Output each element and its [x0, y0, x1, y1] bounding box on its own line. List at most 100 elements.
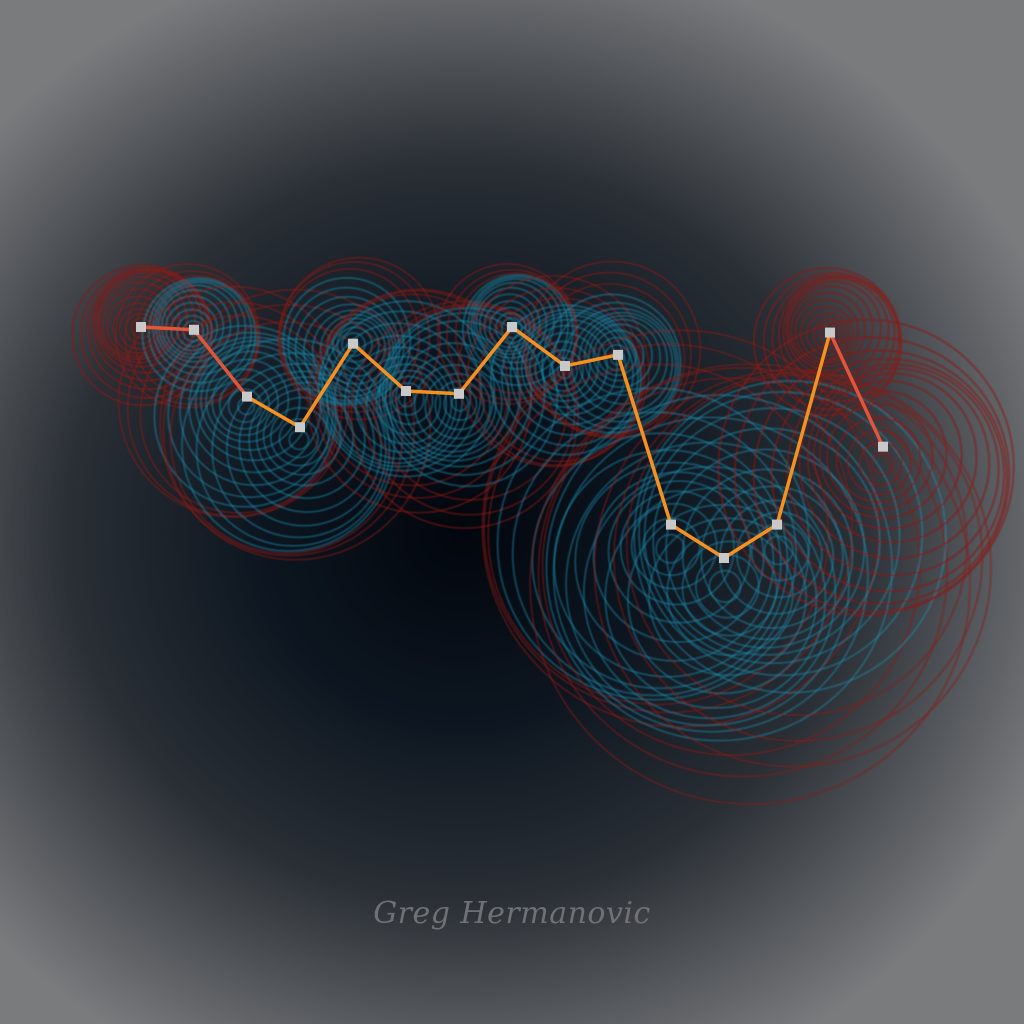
ripple-ring: [461, 274, 574, 387]
ripple-ring: [655, 533, 686, 564]
ripple-ring: [384, 319, 533, 468]
ripple-ring: [612, 371, 984, 742]
data-point-marker: [878, 441, 888, 452]
ripple-ring: [597, 336, 638, 377]
marker-layer: [136, 322, 888, 563]
series-line-segment: [192, 328, 249, 399]
ripple-ring: [511, 411, 798, 697]
ripple-ring: [681, 468, 854, 641]
ripple-ring: [541, 376, 921, 757]
ripple-ring: [806, 372, 978, 544]
data-point-marker: [507, 322, 517, 332]
ripple-ring: [509, 311, 635, 437]
ripple-ring: [643, 407, 901, 665]
data-point-marker: [666, 519, 676, 530]
ripple-group: [752, 267, 903, 417]
ripple-ring: [529, 363, 972, 806]
ripple-ring: [114, 263, 261, 409]
data-point-marker: [825, 327, 835, 338]
data-point-marker: [242, 391, 252, 402]
ripple-ring: [846, 429, 912, 496]
ripple-ring: [238, 376, 376, 514]
data-point-marker: [136, 322, 146, 332]
data-point-marker: [401, 386, 411, 397]
ripple-ring: [835, 416, 922, 504]
data-point-marker: [348, 338, 358, 349]
ripple-ring: [500, 308, 639, 447]
data-point-marker: [560, 360, 570, 371]
ripple-ring: [294, 295, 401, 402]
ripple-ring: [537, 366, 949, 778]
ripple-ring: [638, 391, 924, 677]
ripple-ring: [552, 416, 869, 733]
ripple-ring: [763, 535, 794, 566]
ripple-ring: [787, 285, 874, 372]
ripple-ring: [790, 291, 866, 368]
ripple-ring: [799, 305, 855, 361]
series-line-segment: [457, 325, 514, 396]
ripple-ring: [454, 272, 577, 395]
ripple-ring: [798, 367, 991, 560]
series-line-segment: [828, 330, 885, 449]
series-line-segment: [563, 353, 620, 368]
series-line-segment: [139, 325, 196, 332]
ripple-ring: [619, 490, 736, 606]
ripple-ring: [343, 346, 458, 460]
ripple-group: [523, 260, 702, 439]
ripple-ring: [478, 293, 541, 356]
ripple-ring: [175, 314, 209, 348]
data-point-marker: [613, 349, 623, 360]
ripple-ring: [475, 286, 548, 359]
ripple-ring: [870, 451, 895, 475]
ripple-rings: [71, 256, 1015, 806]
ripple-ring: [574, 461, 775, 662]
series-line-segment: [510, 325, 567, 368]
ripple-group: [717, 318, 1015, 617]
ripple-ring: [665, 448, 866, 649]
artist-signature: Greg Hermanovic: [373, 896, 651, 931]
data-point-marker: [772, 519, 782, 530]
series-line-segment: [669, 522, 726, 560]
ripple-ring: [520, 318, 618, 416]
ripple-ring: [812, 318, 846, 352]
ripple-ring: [805, 312, 850, 357]
ripple-ring: [752, 267, 903, 417]
ripple-ring: [225, 370, 383, 527]
data-point-marker: [454, 388, 464, 399]
ripple-ring: [483, 343, 854, 714]
data-point-marker: [189, 324, 199, 335]
ripple-ring: [733, 336, 1011, 613]
ripple-ring: [818, 390, 948, 519]
series-line-segment: [404, 389, 461, 396]
ripple-ring: [786, 363, 1000, 577]
ripple-ring: [592, 329, 645, 382]
ripple-ring: [390, 382, 425, 416]
ripple-ring: [717, 318, 1015, 617]
ripple-ring: [278, 418, 319, 459]
series-line-segment: [775, 330, 832, 527]
ripple-ring: [770, 358, 1006, 593]
ripple-ring: [312, 289, 522, 499]
series-line-layer: [139, 325, 885, 560]
ripple-ring: [282, 276, 412, 406]
ripple-ring: [681, 540, 778, 637]
ripple-ring: [534, 340, 591, 397]
ripple-ring: [288, 429, 310, 451]
ripple-ring: [752, 349, 1008, 605]
ripple-ring: [277, 256, 442, 421]
data-point-marker: [719, 553, 729, 563]
ripple-ring: [782, 277, 890, 385]
ripple-ring: [593, 368, 993, 768]
ripple-ring: [388, 330, 521, 462]
ripple-ring: [588, 323, 654, 389]
series-line-segment: [245, 394, 302, 429]
ripple-ring: [708, 569, 742, 604]
series-line-segment: [722, 522, 779, 560]
ripple-ring: [523, 260, 702, 439]
ripple-ring: [372, 304, 569, 502]
ripple-ring: [826, 402, 934, 511]
series-line-segment: [298, 341, 355, 429]
ripple-ring: [785, 280, 882, 378]
